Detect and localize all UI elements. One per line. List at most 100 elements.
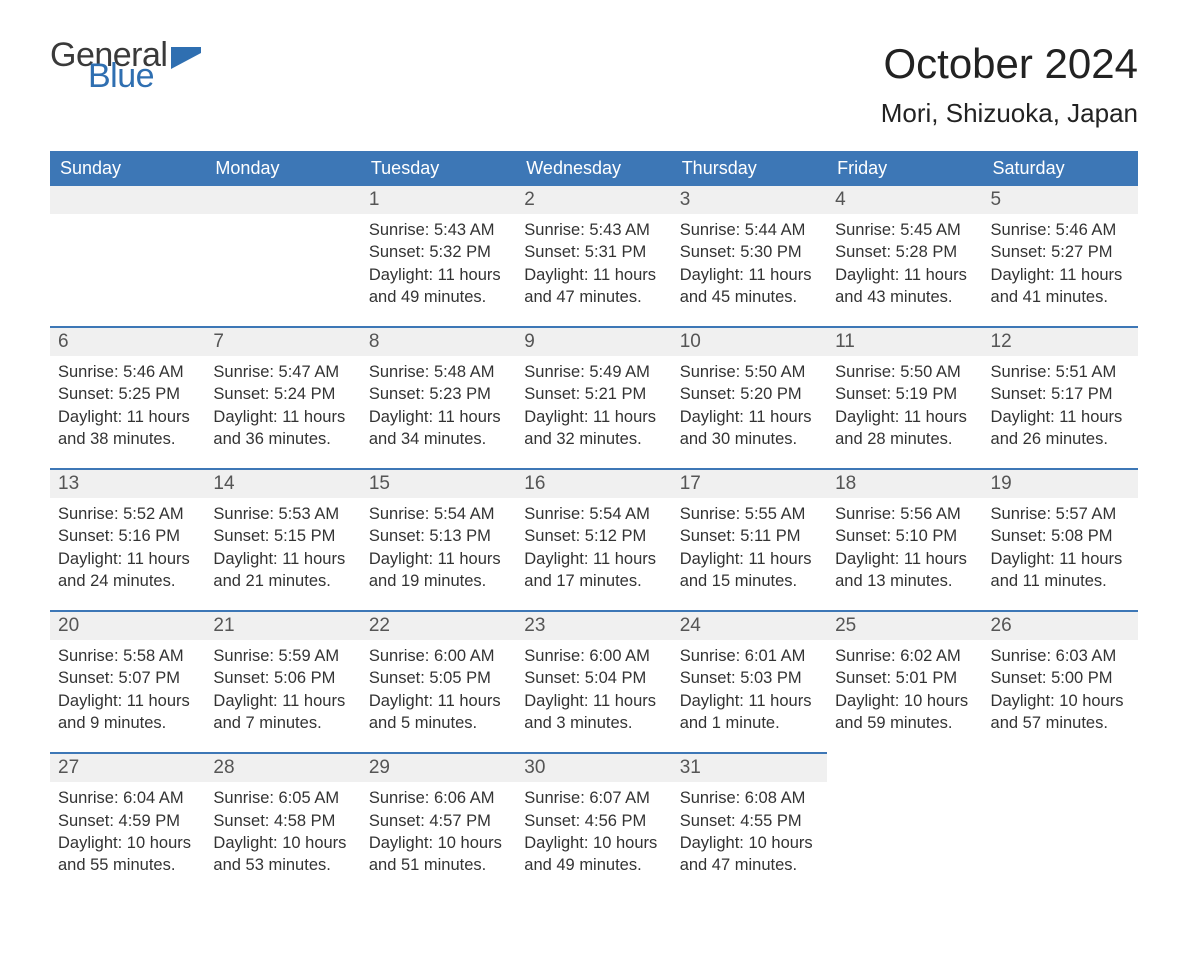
sunset-line: Sunset: 4:57 PM: [369, 810, 508, 832]
empty-day-bar: [50, 186, 205, 214]
calendar-cell: 30Sunrise: 6:07 AMSunset: 4:56 PMDayligh…: [516, 752, 671, 894]
sunrise-line: Sunrise: 5:54 AM: [369, 503, 508, 525]
sunset-line: Sunset: 5:16 PM: [58, 525, 197, 547]
daylight-line: Daylight: 10 hours and 53 minutes.: [213, 832, 352, 877]
sunset-line: Sunset: 5:01 PM: [835, 667, 974, 689]
day-details: Sunrise: 6:03 AMSunset: 5:00 PMDaylight:…: [983, 640, 1138, 734]
sunrise-line: Sunrise: 5:52 AM: [58, 503, 197, 525]
sunrise-line: Sunrise: 6:02 AM: [835, 645, 974, 667]
day-number: 24: [672, 610, 827, 640]
day-details: Sunrise: 6:00 AMSunset: 5:04 PMDaylight:…: [516, 640, 671, 734]
sunrise-line: Sunrise: 6:01 AM: [680, 645, 819, 667]
day-number: 7: [205, 326, 360, 356]
day-number: 25: [827, 610, 982, 640]
sunset-line: Sunset: 5:28 PM: [835, 241, 974, 263]
day-number: 12: [983, 326, 1138, 356]
daylight-line: Daylight: 11 hours and 32 minutes.: [524, 406, 663, 451]
sunset-line: Sunset: 5:04 PM: [524, 667, 663, 689]
daylight-line: Daylight: 11 hours and 47 minutes.: [524, 264, 663, 309]
sunrise-line: Sunrise: 5:57 AM: [991, 503, 1130, 525]
sunset-line: Sunset: 5:21 PM: [524, 383, 663, 405]
day-details: Sunrise: 5:55 AMSunset: 5:11 PMDaylight:…: [672, 498, 827, 592]
calendar-cell: 21Sunrise: 5:59 AMSunset: 5:06 PMDayligh…: [205, 610, 360, 752]
calendar-cell: 19 Sunrise: 5:57 AMSunset: 5:08 PMDayligh…: [983, 468, 1138, 610]
day-number: 17: [672, 468, 827, 498]
sunrise-line: Sunrise: 5:59 AM: [213, 645, 352, 667]
day-number: 22: [361, 610, 516, 640]
sunset-line: Sunset: 5:05 PM: [369, 667, 508, 689]
sunrise-line: Sunrise: 6:04 AM: [58, 787, 197, 809]
daylight-line: Daylight: 11 hours and 5 minutes.: [369, 690, 508, 735]
sunset-line: Sunset: 5:06 PM: [213, 667, 352, 689]
daylight-line: Daylight: 11 hours and 9 minutes.: [58, 690, 197, 735]
daylight-line: Daylight: 11 hours and 3 minutes.: [524, 690, 663, 735]
day-details: Sunrise: 5:46 AMSunset: 5:27 PMDaylight:…: [983, 214, 1138, 308]
day-details: Sunrise: 5:43 AMSunset: 5:32 PMDaylight:…: [361, 214, 516, 308]
calendar-cell: 31Sunrise: 6:08 AMSunset: 4:55 PMDayligh…: [672, 752, 827, 894]
sunset-line: Sunset: 4:56 PM: [524, 810, 663, 832]
calendar-cell: 28Sunrise: 6:05 AMSunset: 4:58 PMDayligh…: [205, 752, 360, 894]
day-number: 8: [361, 326, 516, 356]
weekday-monday: Monday: [205, 151, 360, 186]
calendar-cell: 13Sunrise: 5:52 AMSunset: 5:16 PMDayligh…: [50, 468, 205, 610]
daylight-line: Daylight: 11 hours and 30 minutes.: [680, 406, 819, 451]
day-details: Sunrise: 5:45 AMSunset: 5:28 PMDaylight:…: [827, 214, 982, 308]
daylight-line: Daylight: 10 hours and 59 minutes.: [835, 690, 974, 735]
day-number: 4: [827, 186, 982, 214]
daylight-line: Daylight: 11 hours and 34 minutes.: [369, 406, 508, 451]
calendar-week-row: 1Sunrise: 5:43 AMSunset: 5:32 PMDaylight…: [50, 186, 1138, 326]
calendar-cell: [983, 752, 1138, 894]
day-details: Sunrise: 5:54 AMSunset: 5:13 PMDaylight:…: [361, 498, 516, 592]
sunrise-line: Sunrise: 5:54 AM: [524, 503, 663, 525]
sunset-line: Sunset: 5:15 PM: [213, 525, 352, 547]
calendar-cell: 7Sunrise: 5:47 AMSunset: 5:24 PMDaylight…: [205, 326, 360, 468]
daylight-line: Daylight: 10 hours and 47 minutes.: [680, 832, 819, 877]
day-details: Sunrise: 6:06 AMSunset: 4:57 PMDaylight:…: [361, 782, 516, 876]
sunset-line: Sunset: 5:08 PM: [991, 525, 1130, 547]
calendar-cell: [50, 186, 205, 326]
calendar-cell: 18Sunrise: 5:56 AMSunset: 5:10 PMDayligh…: [827, 468, 982, 610]
sunset-line: Sunset: 5:27 PM: [991, 241, 1130, 263]
daylight-line: Daylight: 11 hours and 41 minutes.: [991, 264, 1130, 309]
day-number: 2: [516, 186, 671, 214]
sunset-line: Sunset: 4:55 PM: [680, 810, 819, 832]
day-number: 27: [50, 752, 205, 782]
sunset-line: Sunset: 5:25 PM: [58, 383, 197, 405]
sunrise-line: Sunrise: 6:00 AM: [369, 645, 508, 667]
sunrise-line: Sunrise: 5:45 AM: [835, 219, 974, 241]
daylight-line: Daylight: 11 hours and 17 minutes.: [524, 548, 663, 593]
empty-day-bar: [205, 186, 360, 214]
calendar-cell: 16Sunrise: 5:54 AMSunset: 5:12 PMDayligh…: [516, 468, 671, 610]
weekday-wednesday: Wednesday: [516, 151, 671, 186]
weekday-sunday: Sunday: [50, 151, 205, 186]
sunset-line: Sunset: 4:59 PM: [58, 810, 197, 832]
calendar-cell: 11Sunrise: 5:50 AMSunset: 5:19 PMDayligh…: [827, 326, 982, 468]
day-number: 19: [983, 468, 1138, 498]
daylight-line: Daylight: 11 hours and 13 minutes.: [835, 548, 974, 593]
day-details: Sunrise: 5:51 AMSunset: 5:17 PMDaylight:…: [983, 356, 1138, 450]
calendar-cell: 15Sunrise: 5:54 AMSunset: 5:13 PMDayligh…: [361, 468, 516, 610]
sunset-line: Sunset: 5:31 PM: [524, 241, 663, 263]
sunrise-line: Sunrise: 5:49 AM: [524, 361, 663, 383]
sunrise-line: Sunrise: 5:56 AM: [835, 503, 974, 525]
calendar-cell: 9Sunrise: 5:49 AMSunset: 5:21 PMDaylight…: [516, 326, 671, 468]
day-number: 15: [361, 468, 516, 498]
daylight-line: Daylight: 11 hours and 11 minutes.: [991, 548, 1130, 593]
calendar-cell: 2Sunrise: 5:43 AMSunset: 5:31 PMDaylight…: [516, 186, 671, 326]
day-details: Sunrise: 5:54 AMSunset: 5:12 PMDaylight:…: [516, 498, 671, 592]
day-details: Sunrise: 5:50 AMSunset: 5:20 PMDaylight:…: [672, 356, 827, 450]
sunrise-line: Sunrise: 6:06 AM: [369, 787, 508, 809]
sunset-line: Sunset: 5:13 PM: [369, 525, 508, 547]
daylight-line: Daylight: 10 hours and 51 minutes.: [369, 832, 508, 877]
day-details: Sunrise: 5:50 AMSunset: 5:19 PMDaylight:…: [827, 356, 982, 450]
day-details: Sunrise: 5:58 AMSunset: 5:07 PMDaylight:…: [50, 640, 205, 734]
calendar-cell: 10Sunrise: 5:50 AMSunset: 5:20 PMDayligh…: [672, 326, 827, 468]
day-number: 11: [827, 326, 982, 356]
sunset-line: Sunset: 5:17 PM: [991, 383, 1130, 405]
calendar-cell: [827, 752, 982, 894]
brand-logo: General Blue: [50, 40, 201, 91]
day-details: Sunrise: 5:56 AMSunset: 5:10 PMDaylight:…: [827, 498, 982, 592]
day-details: Sunrise: 5:43 AMSunset: 5:31 PMDaylight:…: [516, 214, 671, 308]
day-number: 31: [672, 752, 827, 782]
day-number: 30: [516, 752, 671, 782]
